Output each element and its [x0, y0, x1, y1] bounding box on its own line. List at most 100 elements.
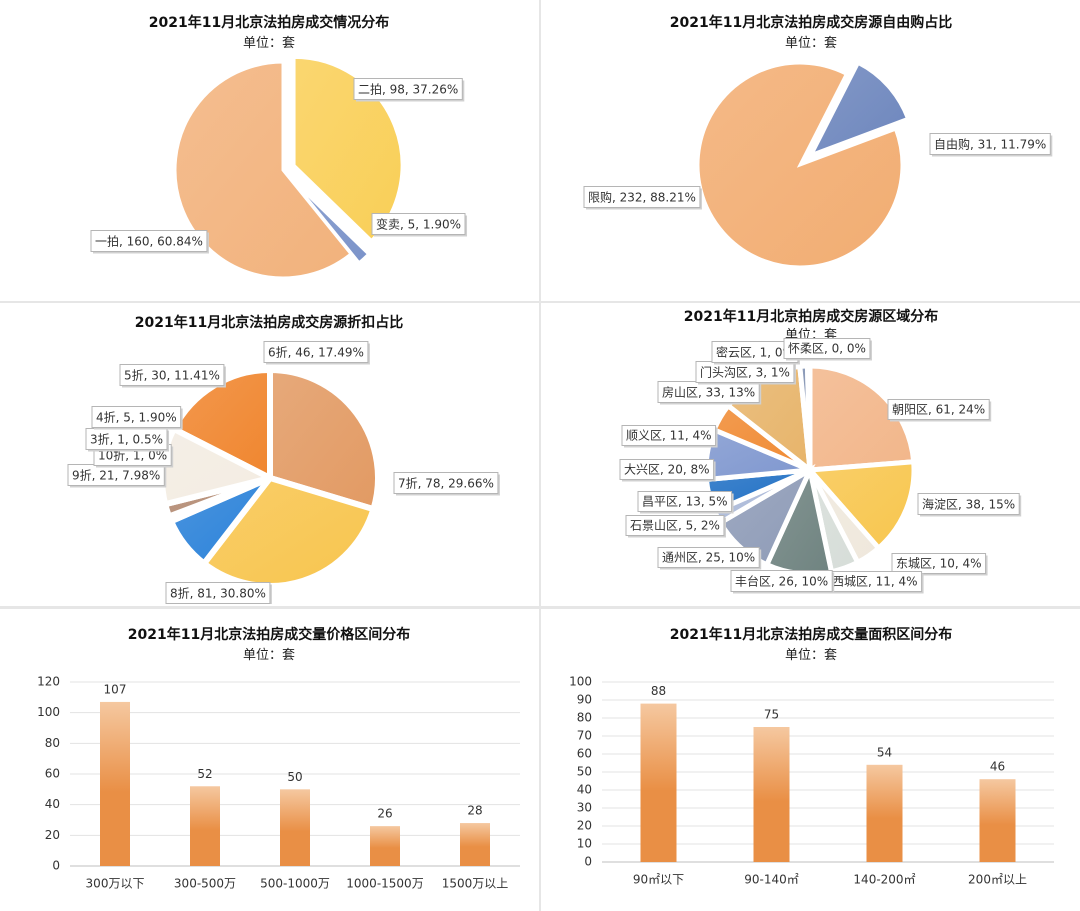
- data-label-1: 7折, 78, 29.66%: [398, 476, 494, 491]
- x-tick-label: 300万以下: [86, 877, 145, 891]
- data-label-2: 8折, 81, 30.80%: [170, 586, 266, 601]
- divider-horizontal: [0, 301, 1080, 303]
- y-tick-label: 20: [577, 819, 592, 833]
- y-tick-label: 100: [37, 705, 60, 719]
- pie-slice-1: [808, 61, 910, 158]
- data-label-9: 顺义区, 11, 4%: [626, 429, 712, 443]
- data-label-8: 大兴区, 20, 8%: [624, 463, 710, 477]
- y-tick-label: 40: [577, 783, 592, 797]
- y-tick-label: 20: [45, 828, 60, 842]
- x-tick-label: 90㎡以下: [633, 873, 684, 887]
- label-box: [353, 78, 463, 100]
- y-tick-label: 50: [577, 765, 592, 779]
- x-tick-label: 1500万以上: [442, 877, 509, 891]
- pie-plot: 限购, 232, 88.21% 自由购, 31, 11.79%: [583, 61, 1053, 269]
- label-box: [119, 364, 225, 386]
- bar-3: [979, 779, 1016, 862]
- label-box: [891, 553, 987, 574]
- data-label-11: 门头沟区, 3, 1%: [700, 365, 790, 380]
- data-label-7: 5折, 30, 11.41%: [124, 368, 220, 383]
- divider-horizontal: [0, 606, 1080, 609]
- y-tick-label: 100: [569, 675, 592, 689]
- y-tick-label: 10: [577, 837, 592, 851]
- label-box: [887, 399, 990, 420]
- data-label-1: 二拍, 98, 37.26%: [358, 82, 458, 97]
- label-box: [90, 230, 208, 252]
- label-box: [263, 341, 369, 363]
- chart-title: 2021年11月北京法拍房成交量价格区间分布: [127, 627, 411, 643]
- y-tick-label: 60: [577, 747, 592, 761]
- data-label-1: 海淀区, 38, 15%: [922, 497, 1015, 512]
- bar-value-label: 26: [377, 807, 392, 821]
- label-box: [619, 459, 715, 480]
- label-box: [371, 213, 466, 235]
- bar-2: [280, 789, 310, 866]
- pie-plot: 一拍, 160, 60.84% 二拍, 98, 37.26% 变卖, 5, 1.90…: [90, 55, 468, 280]
- label-box: [91, 406, 182, 428]
- data-label-4: 丰台区, 26, 10%: [735, 574, 828, 589]
- label-box: [583, 186, 701, 208]
- bar-value-label: 75: [764, 708, 779, 722]
- data-label-0: 限购, 232, 88.21%: [588, 190, 696, 205]
- label-box: [625, 515, 725, 536]
- chart-subtitle: 单位：套: [784, 36, 837, 51]
- pie-slice-2: [199, 474, 378, 589]
- data-label-1: 自由购, 31, 11.79%: [934, 137, 1046, 152]
- bar-plot: 0 20 40 60 80 100 120 107 300万以下 52 300-500万 50 500-…: [37, 675, 520, 891]
- data-label-6: 石景山区, 5, 2%: [630, 519, 720, 533]
- chart-title: 2021年11月北京法拍房成交房源折扣占比: [134, 315, 404, 331]
- pie-slice-2: [289, 177, 371, 265]
- chart-subtitle: 单位：套: [242, 36, 295, 51]
- pie-chart-discount: 2021年11月北京法拍房成交房源折扣占比 6折, 46, 17.49% 7折, …: [0, 304, 538, 604]
- bar-1: [190, 786, 220, 866]
- pie-slice-12: [804, 363, 813, 471]
- data-label-13: 怀柔区, 0, 0%: [788, 342, 866, 356]
- data-label-0: 朝阳区, 61, 24%: [892, 403, 985, 417]
- label-box: [917, 493, 1020, 515]
- pie-slice-0: [173, 60, 354, 280]
- chart-title: 2021年11月北京法拍房成交量面积区间分布: [669, 627, 953, 643]
- bar-3: [370, 826, 400, 866]
- pie-slice-1: [267, 366, 381, 513]
- y-tick-label: 80: [45, 736, 60, 750]
- y-tick-label: 40: [45, 797, 60, 811]
- label-box: [165, 582, 271, 604]
- pie-plot: 朝阳区, 61, 24% 海淀区, 38, 15% 东城区, 10, 4% 西城区, …: [619, 338, 1022, 594]
- bar-0: [100, 701, 130, 866]
- pie-chart-auction-round: 2021年11月北京法拍房成交情况分布 单位：套 一拍, 160, 60.84%…: [0, 0, 538, 300]
- data-label-2: 变卖, 5, 1.90%: [376, 217, 461, 232]
- data-label-0: 6折, 46, 17.49%: [268, 345, 364, 360]
- pie-chart-district: 2021年11月北京拍房成交房源区域分布 单位：套 朝阳区, 61, 24% 海淀…: [542, 304, 1080, 604]
- pie-plot: 6折, 46, 17.49% 7折, 78, 29.66% 8折, 81, 30.8…: [67, 341, 500, 604]
- label-box: [657, 547, 760, 568]
- bar-value-label: 54: [877, 745, 892, 759]
- y-tick-label: 120: [37, 675, 60, 689]
- data-label-3: 9折, 21, 7.98%: [72, 468, 160, 483]
- bar-chart-price-range: 2021年11月北京法拍房成交量价格区间分布 单位：套 0 20 40 60 80 100…: [0, 612, 538, 911]
- pie-slice-0: [807, 363, 917, 473]
- data-label-5: 3折, 1, 0.5%: [90, 432, 163, 447]
- data-label-2: 东城区, 10, 4%: [896, 557, 982, 571]
- data-label-12: 密云区, 1, 0%: [716, 345, 794, 360]
- data-label-7: 昌平区, 13, 5%: [642, 495, 728, 509]
- y-tick-label: 0: [52, 859, 60, 873]
- bar-4: [460, 823, 490, 866]
- x-tick-label: 200㎡以上: [968, 873, 1027, 887]
- label-box: [637, 491, 733, 512]
- label-box: [393, 472, 499, 494]
- label-box: [730, 570, 833, 592]
- y-tick-label: 0: [584, 855, 592, 869]
- bar-plot: 0 10 20 30 40 50 60 70 80 90 100 88 90㎡以下 75 90-140㎡ 54…: [569, 675, 1054, 887]
- pie-slice-1: [804, 459, 917, 552]
- chart-subtitle: 单位：套: [784, 648, 837, 663]
- pie-chart-purchase-restriction: 2021年11月北京法拍房成交房源自由购占比 单位：套 限购, 232, 88.…: [542, 0, 1080, 300]
- data-label-10: 房山区, 33, 13%: [662, 385, 755, 400]
- y-tick-label: 90: [577, 693, 592, 707]
- bar-chart-area-range: 2021年11月北京法拍房成交量面积区间分布 单位：套 0 10 20 30 40 50 6…: [542, 612, 1080, 911]
- label-box: [621, 425, 717, 446]
- bar-value-label: 52: [197, 767, 212, 781]
- label-box: [783, 338, 871, 359]
- bar-0: [640, 703, 677, 862]
- y-tick-label: 30: [577, 801, 592, 815]
- chart-title: 2021年11月北京法拍房成交情况分布: [148, 15, 390, 31]
